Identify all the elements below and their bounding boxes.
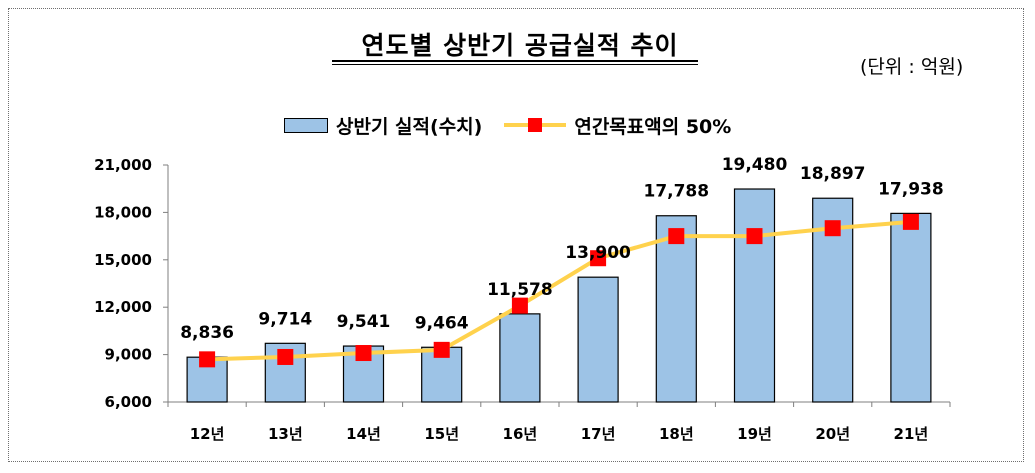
data-label: 8,836 xyxy=(180,323,234,343)
target-marker xyxy=(277,348,294,365)
target-line xyxy=(207,219,912,362)
unit-label: (단위 : 억원) xyxy=(860,56,964,78)
bar xyxy=(733,188,776,403)
data-label: 9,714 xyxy=(258,309,312,329)
x-tick-label: 14년 xyxy=(346,425,381,443)
legend-label-line: 연간목표액의 50% xyxy=(574,115,732,138)
chart-legend: 상반기 실적(수치) 연간목표액의 50% xyxy=(284,112,731,138)
x-tick-label: 15년 xyxy=(424,425,459,443)
y-tick-label: 15,000 xyxy=(94,251,152,269)
data-label: 18,897 xyxy=(800,164,866,184)
legend-bar-swatch xyxy=(284,117,328,133)
data-label: 17,938 xyxy=(878,179,944,199)
y-tick-label: 9,000 xyxy=(105,346,152,364)
y-tick-label: 21,000 xyxy=(94,156,152,174)
target-marker xyxy=(668,228,685,245)
bar xyxy=(890,212,932,403)
x-tick-label: 16년 xyxy=(503,425,538,443)
target-marker xyxy=(355,345,372,362)
bar xyxy=(655,215,697,403)
data-label: 9,464 xyxy=(415,313,469,333)
x-tick-label: 20년 xyxy=(815,425,850,443)
data-label: 19,480 xyxy=(722,155,788,175)
data-label: 11,578 xyxy=(487,280,553,300)
target-marker xyxy=(824,220,841,237)
x-tick-label: 19년 xyxy=(737,425,772,443)
target-marker xyxy=(433,341,450,358)
target-marker xyxy=(590,250,607,267)
x-tick-label: 13년 xyxy=(268,425,303,443)
x-tick-label: 18년 xyxy=(659,425,694,443)
bar xyxy=(577,276,619,403)
chart-frame xyxy=(8,8,1024,462)
data-label: 13,900 xyxy=(565,243,631,263)
target-marker xyxy=(199,351,216,368)
target-marker xyxy=(511,297,528,314)
data-label: 9,541 xyxy=(337,312,391,332)
title-underline xyxy=(332,60,698,62)
x-tick-label: 21년 xyxy=(894,425,929,443)
legend-label-bar: 상반기 실적(수치) xyxy=(336,115,483,138)
title-underline xyxy=(332,64,698,65)
chart-title: 연도별 상반기 공급실적 추이 xyxy=(361,31,679,60)
y-tick-label: 6,000 xyxy=(105,393,152,411)
data-label: 17,788 xyxy=(643,182,709,202)
target-marker xyxy=(746,228,763,245)
y-tick-label: 18,000 xyxy=(94,203,152,221)
y-tick-label: 12,000 xyxy=(94,298,152,316)
bar xyxy=(499,313,541,403)
x-tick-label: 17년 xyxy=(581,425,616,443)
legend-line-swatch xyxy=(504,112,567,138)
target-marker xyxy=(902,213,919,230)
x-tick-label: 12년 xyxy=(190,425,225,443)
